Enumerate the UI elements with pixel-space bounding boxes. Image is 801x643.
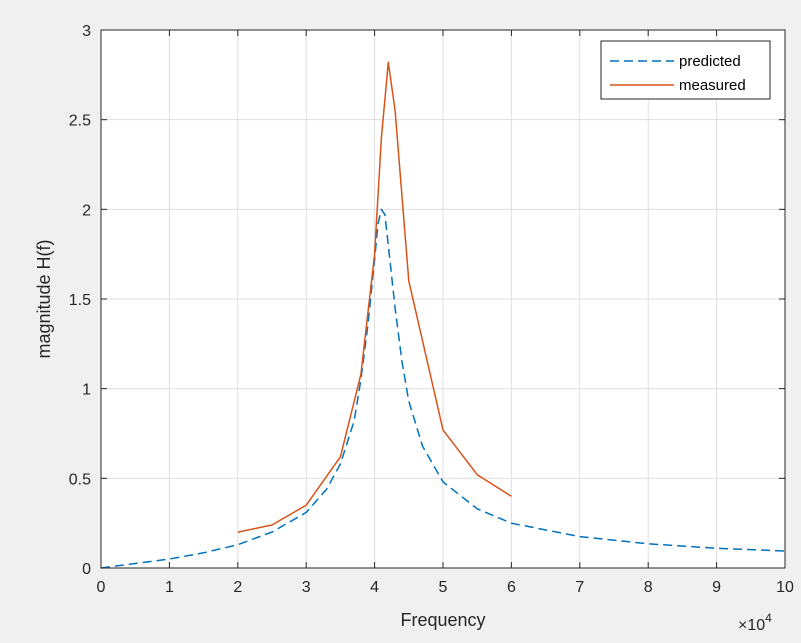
x-exponent-base: ×10 [738, 617, 765, 634]
y-tick-label: 0.5 [69, 471, 91, 488]
legend-measured-label: measured [679, 77, 746, 94]
x-exponent-label: ×104 [738, 611, 772, 634]
x-tick-label: 5 [439, 579, 448, 596]
x-tick-label: 7 [575, 579, 584, 596]
series-line-measured [237, 61, 512, 533]
x-tick-label: 3 [302, 579, 311, 596]
x-tick-label: 6 [507, 579, 516, 596]
legend: predicted measured [600, 40, 771, 100]
x-tick-label: 9 [712, 579, 721, 596]
y-tick-label: 3 [82, 23, 91, 40]
x-tick-label: 4 [370, 579, 379, 596]
y-tick-label: 2.5 [69, 113, 91, 130]
ticks: 0 1 2 3 4 5 6 7 8 9 10 0 0.5 1 1.5 2 2.5 3 [69, 23, 794, 596]
legend-predicted-label: predicted [679, 53, 741, 70]
x-exponent-power: 4 [765, 611, 772, 625]
x-axis-label: Frequency [400, 610, 485, 630]
y-tick-label: 2 [82, 202, 91, 219]
legend-box [600, 40, 771, 100]
series-line-predicted [100, 208, 786, 569]
x-tick-label: 0 [97, 579, 106, 596]
y-tick-label: 0 [82, 561, 91, 578]
y-axis-label: magnitude H(f) [34, 239, 54, 358]
grid [101, 30, 785, 568]
y-tick-label: 1 [82, 382, 91, 399]
x-tick-label: 10 [776, 579, 794, 596]
x-tick-label: 1 [165, 579, 174, 596]
y-tick-label: 1.5 [69, 292, 91, 309]
series-layer [100, 61, 786, 569]
x-tick-label: 8 [644, 579, 653, 596]
x-tick-label: 2 [233, 579, 242, 596]
